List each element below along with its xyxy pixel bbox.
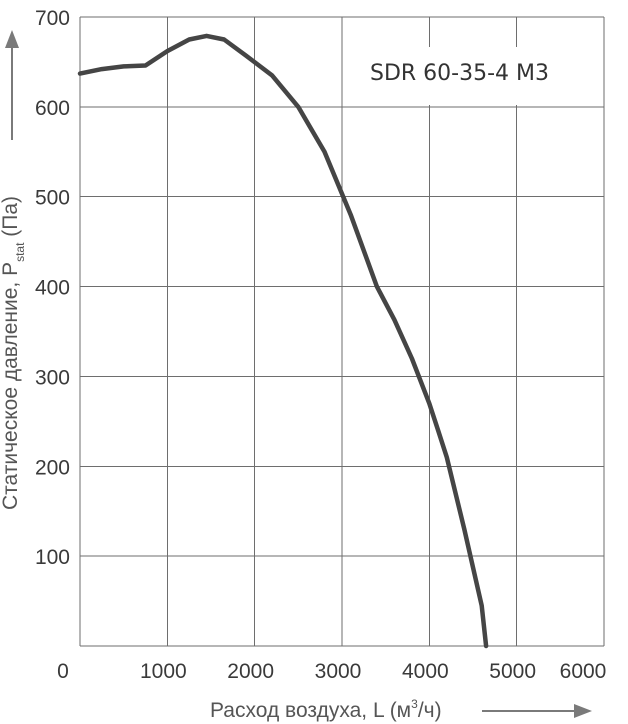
y-tick-label: 500 xyxy=(35,187,70,210)
x-tick-label: 2000 xyxy=(227,660,274,683)
y-tick-label: 100 xyxy=(35,546,70,569)
chart-title: SDR 60-35-4 M3 xyxy=(370,61,549,86)
y-axis-title-text: Статическое давление, P xyxy=(0,262,22,510)
x-tick-label: 1000 xyxy=(140,660,187,683)
y-tick-label: 200 xyxy=(35,456,70,479)
y-tick-labels: 100 200 300 400 500 600 700 xyxy=(35,7,70,569)
x-tick-labels: 0 1000 2000 3000 4000 5000 6000 xyxy=(57,660,606,683)
y-tick-label: 600 xyxy=(35,97,70,120)
y-tick-label: 400 xyxy=(35,277,70,300)
x-axis-title-text: Расход воздуха, L (м xyxy=(210,699,411,722)
model-label-box xyxy=(362,47,602,105)
y-axis-arrow xyxy=(5,30,19,140)
svg-text:Расход воздуха, L (м3/ч): Расход воздуха, L (м3/ч) xyxy=(210,697,442,722)
y-tick-label: 300 xyxy=(35,366,70,389)
x-tick-label: 3000 xyxy=(315,660,362,683)
x-axis-arrow xyxy=(482,704,592,718)
x-tick-label: 4000 xyxy=(402,660,449,683)
x-tick-label: 0 xyxy=(57,660,69,683)
y-tick-label: 700 xyxy=(35,7,70,30)
series-line-0 xyxy=(77,33,489,649)
x-axis-title-unit: /ч) xyxy=(418,699,442,722)
grid xyxy=(79,16,605,647)
x-axis-title: Расход воздуха, L (м3/ч) xyxy=(210,697,442,722)
svg-text:Статическое давление, Pstat (П: Статическое давление, Pstat (Па) xyxy=(0,196,27,510)
x-tick-label: 6000 xyxy=(560,660,607,683)
y-axis-title-unit: (Па) xyxy=(0,196,22,243)
y-axis-title: Статическое давление, Pstat (Па) xyxy=(0,196,27,510)
y-axis-title-subscript: stat xyxy=(13,242,27,262)
series-layer xyxy=(77,33,489,649)
x-tick-label: 5000 xyxy=(489,660,536,683)
x-axis-title-superscript: 3 xyxy=(411,697,418,711)
